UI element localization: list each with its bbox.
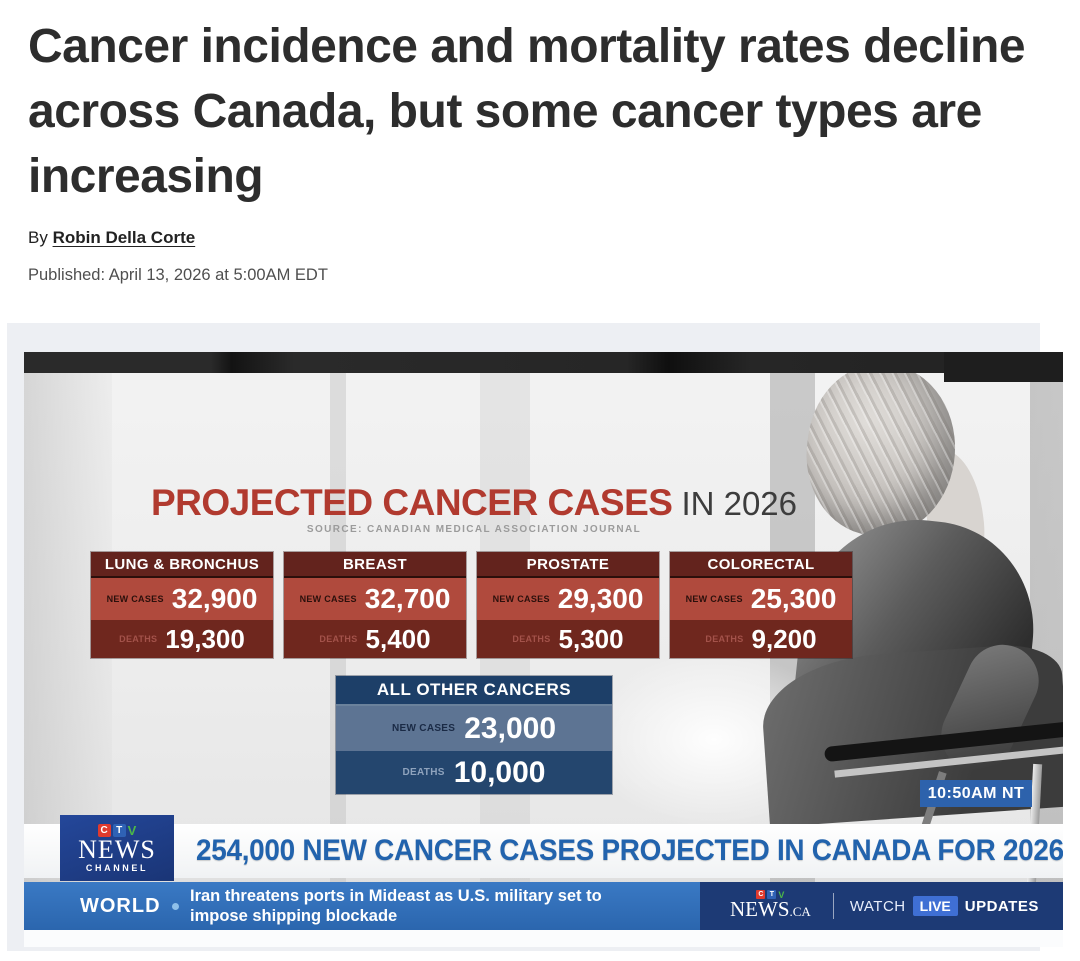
ctv-letter-c: C <box>97 823 111 837</box>
live-badge: LIVE <box>912 896 958 916</box>
deaths-value: 5,400 <box>365 623 431 654</box>
byline: By Robin Della Corte <box>28 228 195 248</box>
ctv-logo: C T V <box>97 822 137 838</box>
new-cases-value: 25,300 <box>750 583 837 614</box>
new-cases-label: NEW CASES <box>685 594 743 604</box>
bullet-dot-icon <box>172 903 179 910</box>
ctv-letter-v: V <box>778 889 785 900</box>
deaths-value: 5,300 <box>558 623 624 654</box>
newsca-wordmark: NEWS.CA <box>730 899 811 922</box>
watch-label: WATCH <box>849 897 906 915</box>
deaths-value: 9,200 <box>751 623 817 654</box>
lower-bar-headline-line2: impose shipping blockade <box>190 907 398 925</box>
deaths-label: DEATHS <box>319 634 358 644</box>
graphic-title: PROJECTED CANCER CASES IN 2026 <box>124 482 824 524</box>
deaths-label: DEATHS <box>705 634 744 644</box>
lower-bar-right: C T V NEWS.CA WATCH LIVE UPDATES <box>700 882 1063 930</box>
card-title: BREAST <box>284 552 466 578</box>
stat-card-breast: BREAST NEW CASES 32,700 DEATHS 5,400 <box>284 552 466 658</box>
stat-card-all-other-cancers: ALL OTHER CANCERS NEW CASES 23,000 DEATHS… <box>336 676 612 794</box>
updates-label: UPDATES <box>964 897 1039 915</box>
newsca-news: NEWS <box>730 897 790 921</box>
graphic-title-main: PROJECTED CANCER CASES <box>150 482 673 523</box>
ctv-logo: C T V <box>756 889 785 900</box>
video-letterbox <box>24 930 1063 947</box>
ctv-letter-t: T <box>112 823 126 837</box>
lower-bar-headline: Iran threatens ports in Mideast as U.S. … <box>190 886 690 926</box>
channel-logo-news: NEWS <box>78 834 156 864</box>
newsca-ca: .CA <box>789 904 811 919</box>
card-title: PROSTATE <box>477 552 659 578</box>
stat-card-colorectal: COLORECTAL NEW CASES 25,300 DEATHS 9,200 <box>670 552 852 658</box>
page-title: Cancer incidence and mortality rates dec… <box>28 20 1026 203</box>
ctv-letter-t: T <box>767 890 777 899</box>
new-cases-label: NEW CASES <box>492 594 550 604</box>
ctv-letter-v: V <box>127 822 137 838</box>
category-label: WORLD <box>80 894 161 917</box>
new-cases-value: 32,900 <box>171 583 258 614</box>
ticker-band: 254,000 NEW CANCER CASES PROJECTED IN CA… <box>24 824 1063 878</box>
ctv-letter-c: C <box>756 890 766 899</box>
card-title: ALL OTHER CANCERS <box>336 676 612 706</box>
lower-bar-headline-line1: Iran threatens ports in Mideast as U.S. … <box>190 887 602 905</box>
deaths-label: DEATHS <box>402 767 445 778</box>
stat-card-lung-bronchus: LUNG & BRONCHUS NEW CASES 32,900 DEATHS 19… <box>91 552 273 658</box>
new-cases-value: 23,000 <box>464 711 557 745</box>
new-cases-label: NEW CASES <box>106 594 164 604</box>
card-title: LUNG & BRONCHUS <box>91 552 273 578</box>
lower-third-bar: WORLD Iran threatens ports in Mideast as… <box>24 882 1063 930</box>
video-frame[interactable]: PROJECTED CANCER CASES IN 2026 SOURCE: CA… <box>24 352 1063 930</box>
deaths-value: 19,300 <box>165 623 245 654</box>
channel-logo-channel: CHANNEL <box>85 862 149 873</box>
vertical-divider <box>832 893 834 919</box>
deaths-label: DEATHS <box>119 634 158 644</box>
author-link[interactable]: Robin Della Corte <box>52 228 196 247</box>
photo-top-edge <box>24 352 1063 373</box>
ctv-news-channel-logo: C T V NEWS CHANNEL <box>60 815 174 881</box>
ticker-headline: 254,000 NEW CANCER CASES PROJECTED IN CA… <box>196 834 1063 867</box>
deaths-label: DEATHS <box>512 634 551 644</box>
published-date: Published: April 13, 2026 at 5:00AM EDT <box>28 266 328 284</box>
new-cases-value: 29,300 <box>557 583 644 614</box>
new-cases-value: 32,700 <box>364 583 451 614</box>
byline-prefix: By <box>28 228 53 247</box>
new-cases-label: NEW CASES <box>299 594 357 604</box>
new-cases-label: NEW CASES <box>391 723 456 734</box>
ctv-newsca-logo: C T V NEWS.CA <box>730 890 811 922</box>
photo-top-right-frame <box>944 352 1063 382</box>
graphic-title-suffix: IN 2026 <box>681 485 798 522</box>
lower-bar-left: WORLD Iran threatens ports in Mideast as… <box>24 882 700 930</box>
broadcast-timestamp: 10:50AM NT <box>920 780 1032 807</box>
stat-card-prostate: PROSTATE NEW CASES 29,300 DEATHS 5,300 <box>477 552 659 658</box>
deaths-value: 10,000 <box>453 755 546 789</box>
card-title: COLORECTAL <box>670 552 852 578</box>
graphic-source: SOURCE: CANADIAN MEDICAL ASSOCIATION JOU… <box>306 524 642 535</box>
